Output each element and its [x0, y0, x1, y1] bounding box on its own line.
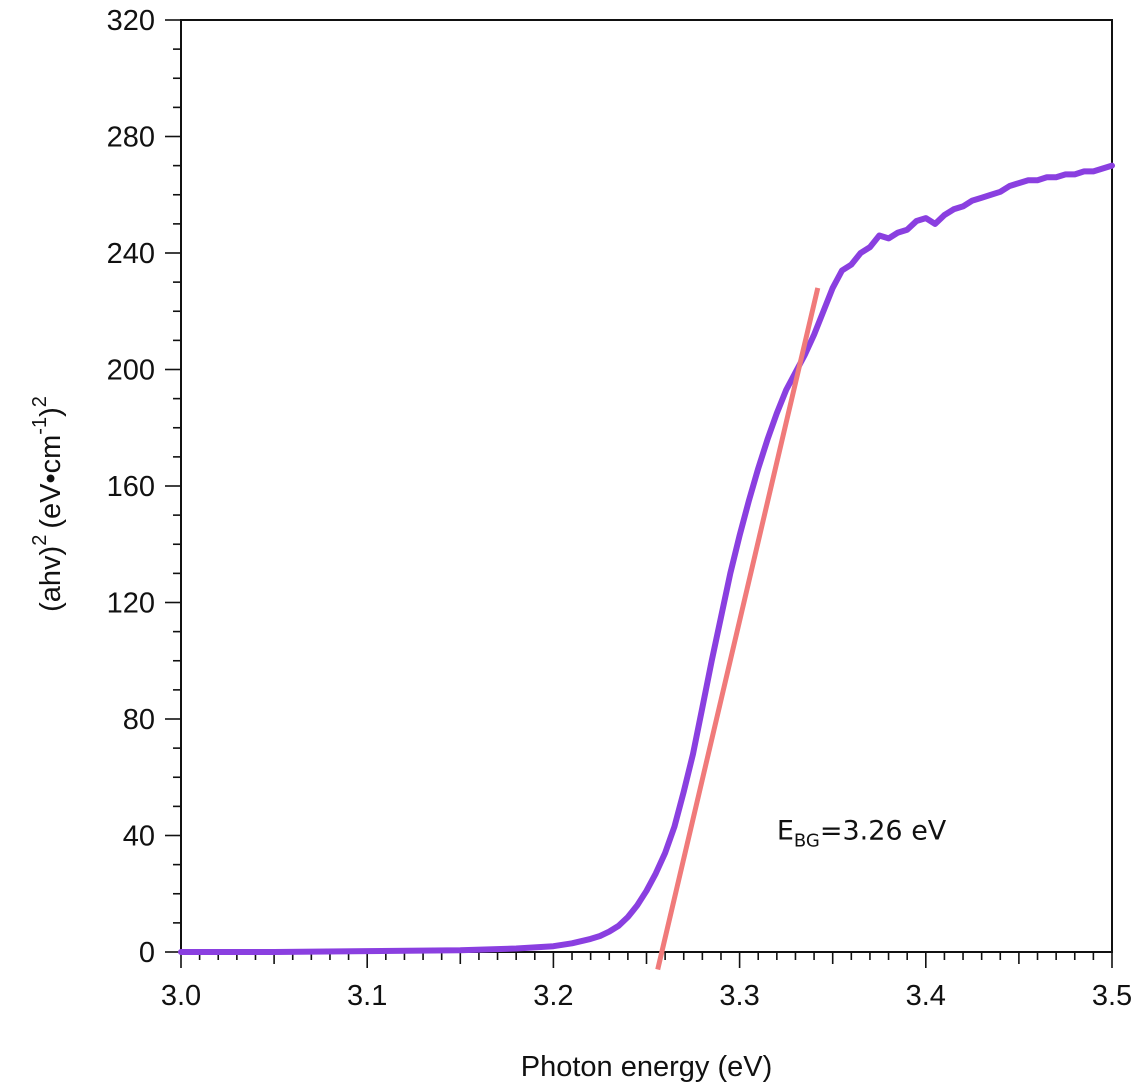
- x-axis-title: Photon energy (eV): [521, 1051, 772, 1083]
- x-tick-label: 3.5: [1092, 980, 1132, 1012]
- bandgap-annotation: EBG=3.26 eV: [777, 816, 947, 852]
- annotation-prefix: E: [777, 816, 794, 847]
- y-axis-title: (ahv)2(eV•cm-1)2: [29, 396, 67, 612]
- series-layer: [178, 162, 1115, 971]
- annotation-layer: EBG=3.26 eV: [777, 816, 947, 852]
- y-tick-label: 280: [107, 122, 155, 154]
- x-tick-label: 3.4: [906, 980, 946, 1012]
- y-axis-title-unit: (eV•cm: [35, 435, 67, 529]
- annotation-suffix: =3.26 eV: [820, 816, 947, 847]
- x-tick-label: 3.2: [533, 980, 573, 1012]
- y-tick-label: 200: [107, 355, 155, 387]
- y-tick-label: 80: [123, 704, 155, 736]
- x-tick-label: 3.3: [719, 980, 759, 1012]
- x-tick-label: 3.0: [161, 980, 201, 1012]
- y-tick-label: 40: [123, 821, 155, 853]
- y-axis-title-sup3: 2: [29, 396, 51, 407]
- tangent-fit-line: [655, 287, 821, 971]
- x-tick-label: 3.1: [347, 980, 387, 1012]
- y-tick-label: 0: [139, 937, 155, 969]
- plot-border: [180, 19, 1113, 953]
- y-tick-label: 320: [107, 5, 155, 37]
- y-axis-title-base: (ahv): [35, 546, 67, 612]
- y-axis-title-sup2: -1: [29, 417, 51, 435]
- y-tick-label: 240: [107, 238, 155, 270]
- y-tick-label: 120: [107, 588, 155, 620]
- absorption-curve: [178, 162, 1115, 955]
- y-tick-label: 160: [107, 471, 155, 503]
- y-axis: 0 40 80 120 160 200 240 280 320: [107, 5, 181, 969]
- plot-frame: [180, 19, 1113, 953]
- y-axis-title-close: ): [35, 407, 67, 417]
- annotation-subscript: BG: [794, 831, 820, 852]
- x-axis: 3.0 3.1 3.2 3.3 3.4 3.5: [161, 952, 1132, 1012]
- y-axis-title-sup1: 2: [29, 535, 51, 546]
